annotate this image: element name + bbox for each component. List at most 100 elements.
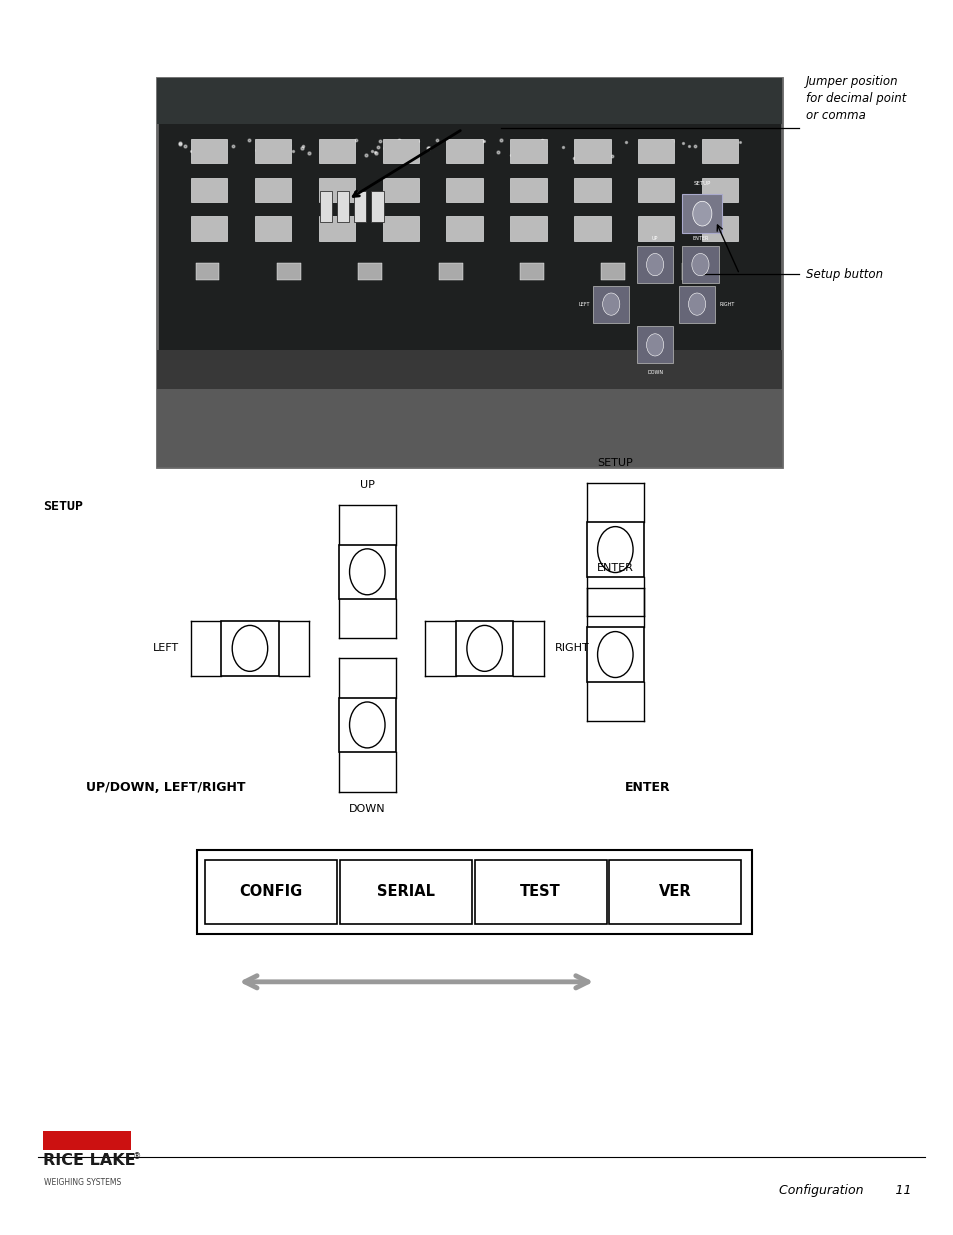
Bar <box>638 138 674 163</box>
Point <box>469 135 484 154</box>
Text: UP: UP <box>359 480 375 490</box>
Circle shape <box>688 293 705 315</box>
Bar <box>701 178 738 203</box>
Point <box>172 135 187 154</box>
Text: LEFT: LEFT <box>578 301 590 306</box>
Point <box>389 141 404 161</box>
Point <box>249 141 264 161</box>
Bar <box>574 138 610 163</box>
Point <box>534 130 549 149</box>
Point <box>505 147 520 167</box>
Point <box>315 133 331 153</box>
Point <box>259 143 274 163</box>
Bar <box>510 216 546 241</box>
Point <box>263 137 278 157</box>
Point <box>618 132 634 152</box>
Point <box>391 130 406 149</box>
Point <box>443 142 458 162</box>
Point <box>646 135 661 154</box>
Point <box>318 140 334 159</box>
Bar <box>339 860 471 924</box>
Bar <box>276 263 300 280</box>
Bar <box>574 178 610 203</box>
Bar <box>197 850 751 934</box>
Point <box>706 137 721 157</box>
Point <box>314 144 330 164</box>
Bar <box>318 216 355 241</box>
Bar <box>371 191 383 222</box>
Point <box>367 142 382 162</box>
Bar <box>382 216 418 241</box>
Text: ENTER: ENTER <box>692 236 708 241</box>
Circle shape <box>349 701 385 748</box>
Bar <box>638 178 674 203</box>
Point <box>652 133 667 153</box>
Point <box>172 133 187 153</box>
Point <box>468 132 483 152</box>
Text: SETUP: SETUP <box>597 458 633 468</box>
Bar <box>43 1131 131 1150</box>
Bar <box>195 263 219 280</box>
Bar <box>574 216 610 241</box>
Text: UP/DOWN, LEFT/RIGHT: UP/DOWN, LEFT/RIGHT <box>86 782 245 794</box>
Bar <box>157 78 781 125</box>
Point <box>358 146 374 165</box>
Text: DOWN: DOWN <box>349 804 385 814</box>
Point <box>191 132 206 152</box>
Point <box>719 138 734 158</box>
Text: LEFT: LEFT <box>153 643 179 653</box>
Point <box>377 138 393 158</box>
Bar <box>609 860 740 924</box>
Point <box>476 131 491 151</box>
Point <box>555 137 570 157</box>
Bar <box>382 138 418 163</box>
Text: RIGHT: RIGHT <box>555 643 589 653</box>
Text: Jumper position
for decimal point
or comma: Jumper position for decimal point or com… <box>805 75 905 122</box>
Point <box>263 148 278 168</box>
Bar <box>338 545 395 599</box>
Text: VER: VER <box>659 884 691 899</box>
Point <box>190 138 205 158</box>
Point <box>509 141 524 161</box>
Point <box>420 138 436 158</box>
Point <box>661 146 677 165</box>
Circle shape <box>232 625 268 672</box>
Bar <box>357 263 381 280</box>
Bar <box>637 246 673 283</box>
Point <box>301 142 316 162</box>
Text: RIGHT: RIGHT <box>719 301 734 306</box>
Circle shape <box>692 201 711 226</box>
Bar <box>191 178 227 203</box>
Text: DOWN: DOWN <box>646 369 662 374</box>
Bar <box>474 860 606 924</box>
Bar <box>681 263 705 280</box>
Bar <box>681 246 718 283</box>
Point <box>187 148 202 168</box>
Bar <box>318 138 355 163</box>
Bar <box>254 178 291 203</box>
Point <box>405 147 420 167</box>
Point <box>536 133 551 153</box>
Point <box>450 137 465 157</box>
Point <box>429 130 444 149</box>
Text: Configuration        11: Configuration 11 <box>778 1184 910 1198</box>
Bar <box>701 138 738 163</box>
Point <box>523 136 538 156</box>
Point <box>589 137 604 157</box>
Text: TEST: TEST <box>519 884 560 899</box>
Point <box>566 148 581 168</box>
Text: CONFIG: CONFIG <box>239 884 302 899</box>
Bar <box>205 860 336 924</box>
Point <box>493 130 508 149</box>
Point <box>681 136 697 156</box>
Point <box>664 131 679 151</box>
Bar <box>510 178 546 203</box>
Circle shape <box>349 548 385 595</box>
Point <box>257 140 273 159</box>
Point <box>675 133 690 153</box>
Text: ENTER: ENTER <box>597 563 633 573</box>
Circle shape <box>602 293 619 315</box>
Bar <box>586 522 643 577</box>
Point <box>535 132 550 152</box>
Text: Setup button: Setup button <box>805 268 882 280</box>
